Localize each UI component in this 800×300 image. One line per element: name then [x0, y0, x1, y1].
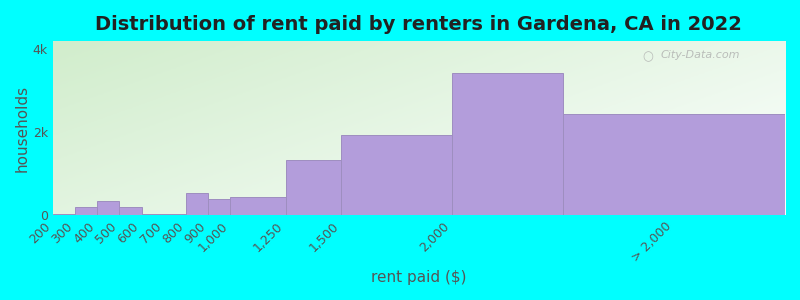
Bar: [452, 73, 563, 215]
Bar: [75, 206, 97, 215]
Text: City-Data.com: City-Data.com: [661, 50, 740, 60]
Bar: [230, 197, 286, 215]
Bar: [142, 214, 164, 215]
Bar: [97, 201, 119, 215]
Bar: [286, 160, 342, 215]
Bar: [342, 135, 452, 215]
Bar: [119, 206, 142, 215]
Y-axis label: households: households: [15, 84, 30, 172]
Text: ○: ○: [642, 51, 653, 64]
Title: Distribution of rent paid by renters in Gardena, CA in 2022: Distribution of rent paid by renters in …: [95, 15, 742, 34]
Bar: [53, 214, 75, 215]
X-axis label: rent paid ($): rent paid ($): [371, 270, 466, 285]
Bar: [208, 199, 230, 215]
Bar: [164, 214, 186, 215]
Bar: [563, 114, 785, 215]
Bar: [186, 193, 208, 215]
